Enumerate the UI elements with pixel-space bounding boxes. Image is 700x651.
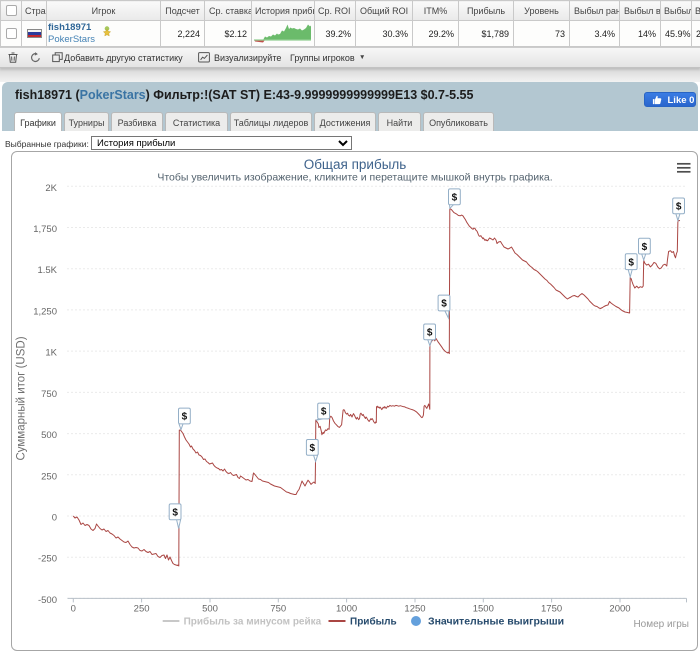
svg-text:Общая прибыль: Общая прибыль [304,157,407,172]
svg-text:1500: 1500 [473,603,494,614]
svg-text:$: $ [676,201,682,212]
svg-text:$: $ [642,241,648,252]
svg-text:500: 500 [41,430,57,441]
svg-text:$: $ [427,327,433,338]
svg-text:$: $ [452,192,458,203]
svg-text:Прибыль: Прибыль [350,615,397,627]
svg-text:Чтобы увеличить изображение, к: Чтобы увеличить изображение, кликните и … [157,171,552,183]
svg-text:$: $ [310,443,316,454]
svg-text:500: 500 [202,603,218,614]
svg-text:750: 750 [270,603,286,614]
svg-text:1K: 1K [45,347,57,358]
svg-text:Номер игры: Номер игры [633,619,689,630]
svg-text:0: 0 [71,603,76,614]
svg-text:-250: -250 [38,553,57,564]
svg-text:$: $ [182,411,188,422]
svg-text:$: $ [628,257,634,268]
svg-text:2K: 2K [45,182,57,193]
svg-text:Прибыль за минусом рейка: Прибыль за минусом рейка [184,615,322,627]
svg-text:2000: 2000 [609,603,630,614]
svg-text:250: 250 [134,603,150,614]
svg-text:0: 0 [52,512,57,523]
svg-text:1.5K: 1.5K [37,265,57,276]
svg-text:1750: 1750 [541,603,562,614]
svg-text:750: 750 [41,388,57,399]
svg-text:-500: -500 [38,594,57,605]
svg-text:1250: 1250 [404,603,425,614]
svg-text:Значительные выигрыши: Значительные выигрыши [428,615,564,627]
svg-text:250: 250 [41,471,57,482]
svg-text:1,250: 1,250 [33,306,57,317]
svg-text:Суммарный итог (USD): Суммарный итог (USD) [16,336,28,460]
svg-text:1,750: 1,750 [33,224,57,235]
svg-text:1000: 1000 [336,603,357,614]
svg-text:$: $ [441,298,447,309]
svg-text:$: $ [172,507,178,518]
svg-text:$: $ [321,406,327,417]
